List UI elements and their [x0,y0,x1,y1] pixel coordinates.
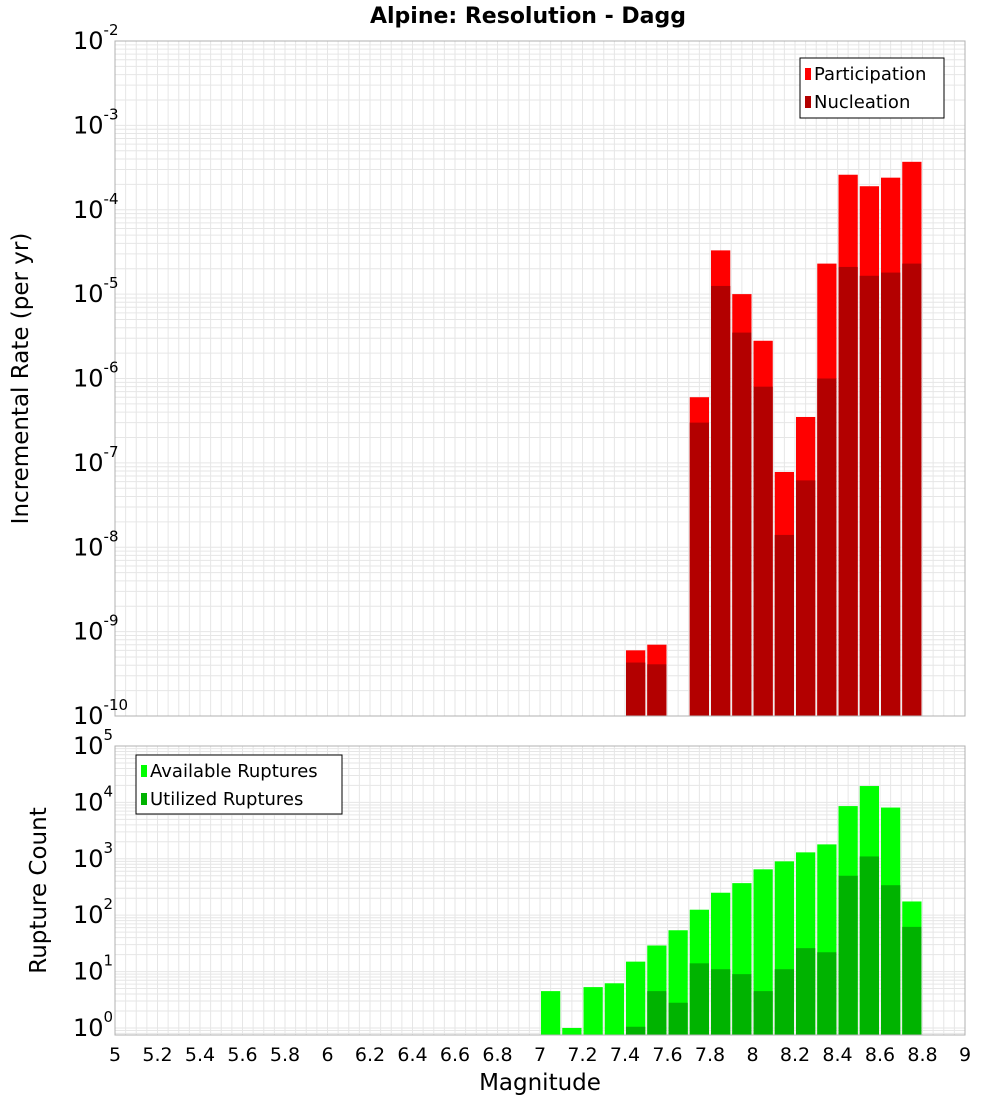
x-tick-label: 7.4 [610,1044,640,1066]
x-tick-label: 5.8 [270,1044,300,1066]
bar [626,1026,646,1035]
legend-swatch [141,793,147,805]
x-tick-label: 8 [746,1044,758,1066]
bar [838,875,858,1035]
legend-label: Available Ruptures [150,761,318,782]
y-tick-label: 10-6 [73,359,119,393]
x-tick-label: 7.2 [567,1044,597,1066]
bar [689,963,709,1035]
y-tick-label: 100 [73,1008,113,1042]
legend-box [799,57,945,119]
y-tick-label: 10-9 [73,612,119,646]
y-tick-label: 102 [73,895,113,929]
bar [859,856,879,1035]
y-tick-label: 104 [73,782,113,816]
x-tick-label: 7.6 [652,1044,682,1066]
bar [838,266,858,716]
bar [902,263,922,716]
x-axis-label: Magnitude [479,1070,601,1096]
y-tick-label: 10-2 [73,21,119,55]
bar [541,991,561,1035]
plot-frame [114,40,966,717]
legend-label: Participation [814,64,926,85]
y-tick-label: 10-3 [73,105,119,139]
bar [689,422,709,716]
bar [647,664,667,716]
y-tick-label: 10-5 [73,274,119,308]
x-tick-label: 5.4 [185,1044,215,1066]
bar [626,961,646,1035]
count-panel: 100 101 102 103 104 105 5 5.2 5.4 5.6 5.8 6 6.2 6.4 6.… [26,726,971,1096]
y-tick-label: 103 [73,839,113,873]
x-tick-label: 5.2 [142,1044,172,1066]
x-tick-label: 9 [959,1044,971,1066]
legend: Participation Nucleation [799,57,945,119]
legend: Available Ruptures Utilized Ruptures [135,754,343,815]
y-tick-label: 10-10 [73,696,128,730]
bar [732,974,752,1035]
x-tick-label: 7 [534,1044,546,1066]
bar [817,952,837,1035]
series-utilized-ruptures [626,856,922,1035]
x-tick-label: 6.4 [397,1044,427,1066]
y-axis-label: Incremental Rate (per yr) [8,233,34,525]
y-tick-label: 10-8 [73,527,119,561]
bar [796,480,816,716]
bar [753,386,773,716]
chart-title: Alpine: Resolution - Dagg [370,4,686,29]
y-tick-label: 105 [73,726,113,760]
rate-panel: 10-10 10-9 10-8 10-7 10-6 10-5 10-4 10-3 10-2 Inc… [8,21,966,730]
bar [732,332,752,716]
bar [774,534,794,716]
bar [626,662,646,716]
x-tick-label: 5.6 [227,1044,257,1066]
legend-swatch [805,68,811,80]
bar [859,275,879,716]
x-tick-label: 6.6 [440,1044,470,1066]
x-tick-label: 8.6 [865,1044,895,1066]
x-tick-label: 8.2 [780,1044,810,1066]
bar [711,285,731,716]
legend-box [135,754,343,815]
bar [753,991,773,1035]
bar [583,987,603,1035]
y-tick-label: 101 [73,952,113,986]
x-tick-label: 6.8 [482,1044,512,1066]
bar [881,885,901,1035]
bar [668,1002,688,1035]
bar [796,948,816,1035]
legend-label: Utilized Ruptures [150,789,303,810]
bar [774,969,794,1035]
legend-swatch [805,96,811,108]
series-nucleation [626,263,922,716]
bar [881,272,901,716]
bar [902,926,922,1035]
bar [562,1027,582,1035]
y-tick-label: 10-4 [73,190,119,224]
bar [711,969,731,1035]
x-tick-label: 8.4 [822,1044,852,1066]
legend-swatch [141,765,147,777]
bar [647,991,667,1035]
plot-frame [114,745,966,1036]
x-tick-label: 6.2 [355,1044,385,1066]
bar [604,983,624,1035]
x-tick-label: 7.8 [695,1044,725,1066]
y-axis-label: Rupture Count [26,807,52,973]
grid [114,41,966,717]
y-tick-label: 10-7 [73,443,119,477]
x-tick-label: 5 [109,1044,121,1066]
x-tick-label: 6 [321,1044,333,1066]
legend-label: Nucleation [814,92,910,113]
bar [817,378,837,716]
x-tick-label: 8.8 [907,1044,937,1066]
